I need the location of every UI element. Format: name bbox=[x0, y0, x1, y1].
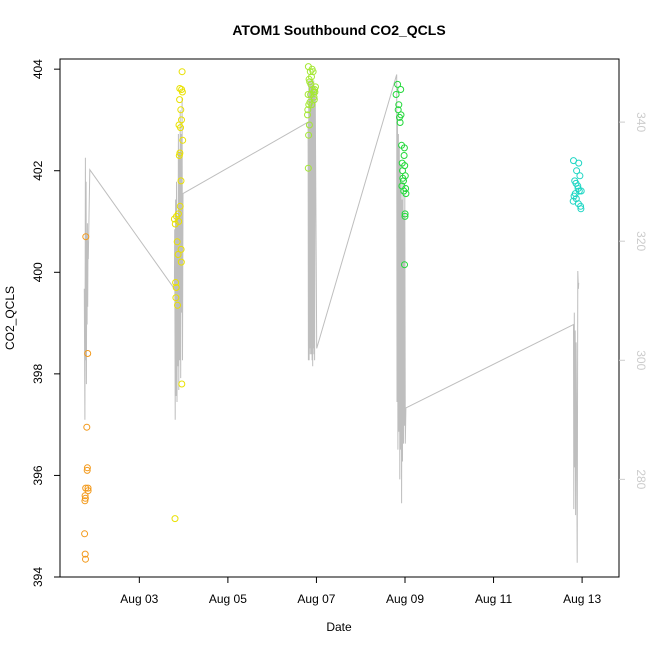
y-left-tick-label: 394 bbox=[31, 567, 45, 587]
data-point-series-1 bbox=[174, 301, 181, 309]
data-point-series-3 bbox=[401, 210, 409, 218]
data-point-series-1 bbox=[174, 210, 182, 218]
data-point-series-4 bbox=[573, 167, 581, 175]
data-point-series-3 bbox=[400, 144, 408, 152]
data-point-series-1 bbox=[176, 149, 184, 157]
data-point-series-4 bbox=[575, 159, 583, 167]
data-point-series-1 bbox=[177, 258, 185, 266]
data-point-series-2 bbox=[309, 68, 317, 76]
data-point-series-0 bbox=[82, 233, 90, 241]
data-point-series-3 bbox=[392, 91, 400, 98]
data-point-series-3 bbox=[400, 152, 408, 159]
data-point-series-3 bbox=[401, 261, 408, 269]
axis-layer: Aug 03 Aug 05 Aug 07 Aug 09 Aug 11 Aug 13 394 3… bbox=[31, 59, 648, 606]
y-left-tick-label: 398 bbox=[31, 364, 45, 384]
x-tick-label: Aug 09 bbox=[386, 592, 424, 606]
data-point-series-2 bbox=[304, 164, 312, 172]
data-point-series-3 bbox=[397, 86, 405, 93]
data-point-series-1 bbox=[172, 294, 180, 302]
x-tick-label: Aug 05 bbox=[209, 592, 247, 606]
y-axis-label: CO2_QCLS bbox=[3, 286, 17, 350]
data-point-series-0 bbox=[84, 487, 92, 495]
data-point-series-0 bbox=[83, 466, 91, 474]
data-point-series-1 bbox=[172, 284, 180, 291]
data-point-series-3 bbox=[399, 167, 406, 175]
data-point-series-1 bbox=[176, 85, 184, 92]
series-line-0 bbox=[83, 74, 580, 563]
y-left-tick-label: 400 bbox=[31, 262, 45, 282]
data-point-series-1 bbox=[177, 177, 185, 185]
chart-title: ATOM1 Southbound CO2_QCLS bbox=[232, 22, 445, 38]
data-point-series-1 bbox=[176, 96, 184, 104]
data-point-series-4 bbox=[576, 172, 584, 180]
y-left-tick-label: 396 bbox=[31, 465, 45, 485]
data-point-series-0 bbox=[81, 497, 89, 505]
data-point-series-1 bbox=[172, 279, 180, 286]
y-right-tick-label: 300 bbox=[634, 350, 648, 370]
data-point-series-0 bbox=[81, 492, 89, 500]
data-point-series-2 bbox=[312, 83, 319, 91]
data-point-series-1 bbox=[177, 124, 184, 132]
x-axis-label: Date bbox=[326, 620, 352, 634]
data-point-series-0 bbox=[84, 484, 92, 492]
data-point-series-4 bbox=[574, 200, 582, 208]
data-point-series-2 bbox=[308, 101, 316, 109]
data-point-series-4 bbox=[574, 185, 582, 192]
data-point-series-1 bbox=[178, 68, 186, 76]
data-point-series-1 bbox=[178, 380, 186, 388]
x-tick-label: Aug 07 bbox=[297, 592, 335, 606]
data-point-series-1 bbox=[177, 245, 185, 253]
data-point-series-1 bbox=[177, 106, 185, 114]
y-left-tick-label: 402 bbox=[31, 160, 45, 180]
x-tick-label: Aug 03 bbox=[120, 592, 158, 606]
data-point-series-2 bbox=[311, 88, 319, 96]
data-point-series-3 bbox=[402, 190, 410, 198]
data-point-series-1 bbox=[175, 218, 183, 225]
data-point-series-0 bbox=[81, 530, 89, 538]
data-point-series-1 bbox=[173, 238, 181, 246]
data-point-series-3 bbox=[401, 212, 409, 220]
data-point-series-2 bbox=[304, 91, 312, 98]
data-point-series-0 bbox=[81, 550, 89, 558]
y-right-tick-label: 320 bbox=[634, 231, 648, 251]
data-point-series-1 bbox=[179, 136, 187, 144]
data-point-series-3 bbox=[394, 80, 402, 88]
data-point-series-1 bbox=[176, 202, 184, 210]
data-point-series-3 bbox=[395, 101, 403, 109]
data-point-series-4 bbox=[574, 182, 582, 190]
data-point-series-0 bbox=[82, 555, 89, 563]
data-point-series-0 bbox=[83, 464, 91, 472]
data-point-series-1 bbox=[178, 116, 185, 124]
data-point-series-3 bbox=[396, 119, 404, 126]
data-point-series-3 bbox=[397, 111, 405, 119]
plot-frame bbox=[59, 58, 620, 578]
data-point-series-1 bbox=[171, 515, 179, 523]
data-point-series-2 bbox=[305, 121, 313, 129]
data-point-series-0 bbox=[84, 350, 92, 357]
y-right-tick-label: 280 bbox=[634, 469, 648, 489]
x-tick-label: Aug 11 bbox=[475, 592, 512, 606]
data-point-series-2 bbox=[305, 131, 313, 139]
series-layer bbox=[81, 63, 585, 563]
x-tick-label: Aug 13 bbox=[563, 592, 601, 606]
data-point-series-2 bbox=[310, 93, 318, 101]
y-right-tick-label: 340 bbox=[634, 112, 648, 132]
data-point-series-1 bbox=[174, 251, 182, 258]
data-point-series-0 bbox=[81, 494, 89, 502]
data-point-series-0 bbox=[83, 423, 91, 431]
data-point-series-2 bbox=[304, 106, 312, 114]
y-left-tick-label: 404 bbox=[31, 59, 45, 79]
data-point-series-2 bbox=[304, 111, 311, 119]
